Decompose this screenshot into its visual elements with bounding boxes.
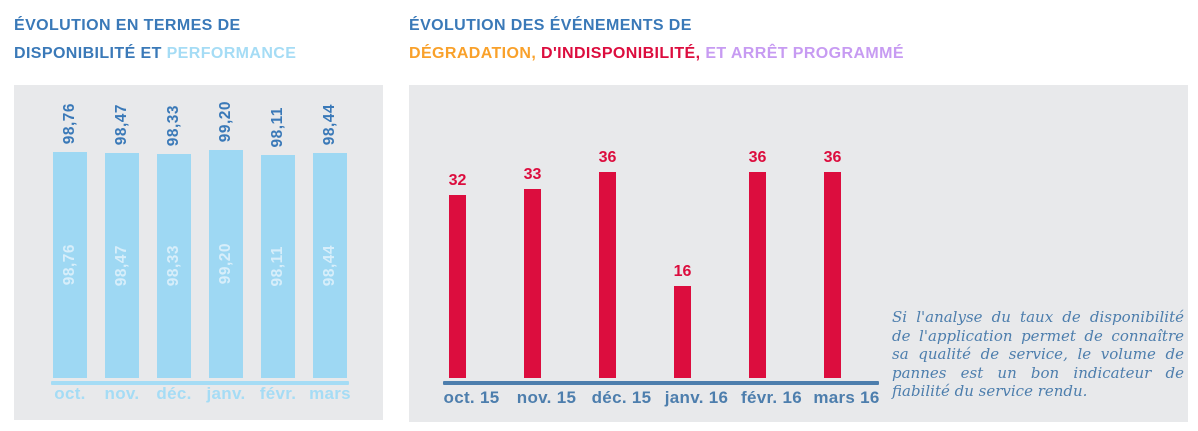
events-bar <box>674 286 691 378</box>
availability-bar <box>157 154 191 378</box>
availability-value-label-text: 98,76 <box>61 102 78 144</box>
events-x-axis <box>443 381 879 385</box>
availability-category-label-text: févr. <box>259 384 297 403</box>
events-category-label-text: déc. 15 <box>591 388 652 407</box>
availability-bar-inner-label: 98,76 <box>53 152 87 378</box>
title-text: DISPONIBILITÉ ET <box>14 45 167 62</box>
availability-bar-inner-label-text: 98,44 <box>321 244 338 287</box>
events-category-label: mars 16 <box>809 388 884 408</box>
availability-title-line1: ÉVOLUTION EN TERMES DE <box>14 12 296 40</box>
events-category-label-text: mars 16 <box>813 388 880 407</box>
availability-category-label: oct. <box>44 384 96 404</box>
availability-bar-inner-label: 99,20 <box>209 150 243 378</box>
availability-bar-inner-label: 98,47 <box>105 153 139 378</box>
events-bar <box>749 172 766 378</box>
events-category-label-text: nov. 15 <box>516 388 577 407</box>
availability-bar <box>313 153 347 378</box>
availability-bar-inner-label-text: 99,20 <box>217 243 234 285</box>
events-category-label-text: févr. 16 <box>740 388 802 407</box>
events-chart-panel: Si l'analyse du taux de disponibilité de… <box>409 85 1188 422</box>
events-bar <box>599 172 616 378</box>
availability-bar <box>261 155 295 378</box>
availability-category-label-text: mars <box>309 384 351 403</box>
availability-category-label: janv. <box>200 384 252 404</box>
events-bar <box>824 172 841 378</box>
events-category-label: nov. 15 <box>509 388 584 408</box>
availability-bar-inner-label: 98,44 <box>313 153 347 378</box>
events-value-label: 16 <box>650 263 715 281</box>
events-bar <box>524 189 541 378</box>
availability-category-label: mars <box>304 384 356 404</box>
availability-bar <box>53 152 87 378</box>
events-chart-title: ÉVOLUTION DES ÉVÉNEMENTS DE DÉGRADATION,… <box>409 12 904 68</box>
events-value-label-text: 32 <box>448 172 467 189</box>
events-value-label: 36 <box>575 149 640 167</box>
availability-value-label: 98,11 <box>261 107 295 147</box>
availability-category-label-text: nov. <box>104 384 140 403</box>
events-bar <box>449 195 466 378</box>
availability-value-label: 98,76 <box>53 103 87 144</box>
availability-value-label: 98,44 <box>313 104 347 145</box>
availability-value-label-text: 98,44 <box>321 103 338 145</box>
availability-category-label: nov. <box>96 384 148 404</box>
events-value-label: 33 <box>500 166 565 184</box>
events-category-label-text: oct. 15 <box>443 388 500 407</box>
events-value-label: 36 <box>800 149 865 167</box>
events-value-label-text: 16 <box>673 263 692 280</box>
events-value-label-text: 36 <box>823 149 842 166</box>
events-value-label-text: 33 <box>523 166 542 183</box>
availability-category-label-text: janv. <box>206 384 246 403</box>
title-text-degradation: DÉGRADATION, <box>409 45 542 62</box>
availability-value-label-text: 98,47 <box>113 103 130 145</box>
availability-value-label-text: 99,20 <box>217 100 234 142</box>
availability-value-label-text: 98,11 <box>269 106 286 147</box>
events-value-label-text: 36 <box>598 149 617 166</box>
availability-bar-inner-label-text: 98,47 <box>113 244 130 287</box>
events-category-label-text: janv. 16 <box>664 388 729 407</box>
title-text-performance: PERFORMANCE <box>166 45 297 62</box>
availability-category-label: déc. <box>148 384 200 404</box>
availability-category-label-text: déc. <box>156 384 192 403</box>
title-text-arret-programme: ET ARRÊT PROGRAMMÉ <box>705 45 904 62</box>
events-category-label: oct. 15 <box>434 388 509 408</box>
availability-category-label: févr. <box>252 384 304 404</box>
events-category-label: janv. 16 <box>659 388 734 408</box>
availability-bar-inner-label-text: 98,33 <box>165 245 182 287</box>
availability-bar-inner-label: 98,11 <box>261 155 295 378</box>
events-value-label-text: 36 <box>748 149 767 166</box>
availability-category-label-text: oct. <box>54 384 86 403</box>
availability-bar <box>209 150 243 378</box>
events-category-label: déc. 15 <box>584 388 659 408</box>
title-text: ÉVOLUTION EN TERMES DE <box>14 17 241 34</box>
title-text-indisponibilite: D'INDISPONIBILITÉ, <box>541 45 706 62</box>
availability-bar <box>105 153 139 378</box>
events-title-line2: DÉGRADATION, D'INDISPONIBILITÉ, ET ARRÊT… <box>409 40 904 68</box>
availability-title-line2: DISPONIBILITÉ ET PERFORMANCE <box>14 40 296 68</box>
events-category-label: févr. 16 <box>734 388 809 408</box>
availability-bar-inner-label: 98,33 <box>157 154 191 378</box>
availability-value-label-text: 98,33 <box>165 104 182 146</box>
events-title-line1: ÉVOLUTION DES ÉVÉNEMENTS DE <box>409 12 904 40</box>
availability-bar-inner-label-text: 98,76 <box>61 244 78 286</box>
title-text: ÉVOLUTION DES ÉVÉNEMENTS DE <box>409 17 692 34</box>
availability-value-label: 99,20 <box>209 101 243 142</box>
availability-x-axis <box>51 381 349 385</box>
availability-bar-inner-label-text: 98,11 <box>269 246 286 287</box>
availability-value-label: 98,33 <box>157 105 191 146</box>
events-value-label: 36 <box>725 149 790 167</box>
availability-value-label: 98,47 <box>105 104 139 145</box>
annotation-text: Si l'analyse du taux de disponibilité de… <box>892 308 1184 400</box>
availability-chart-title: ÉVOLUTION EN TERMES DE DISPONIBILITÉ ET … <box>14 12 296 68</box>
events-value-label: 32 <box>425 172 490 190</box>
availability-chart-panel: 98,76 98,76 oct. 98,47 98,47 nov. 98,33 98,33 dé… <box>14 85 383 420</box>
